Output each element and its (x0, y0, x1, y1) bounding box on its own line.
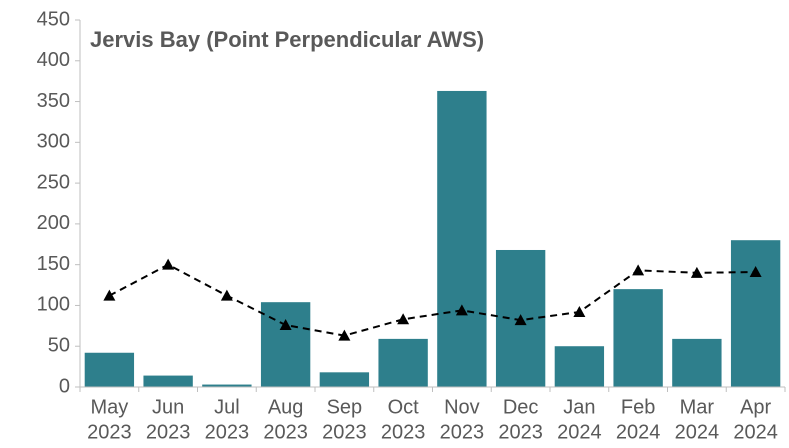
x-tick-label: 2023 (87, 421, 132, 443)
y-tick-label: 450 (37, 8, 70, 30)
x-tick-label: 2023 (381, 421, 426, 443)
y-tick-label: 50 (48, 335, 70, 357)
bar (143, 375, 193, 387)
x-tick-label: 2023 (322, 421, 367, 443)
y-tick-label: 200 (37, 212, 70, 234)
x-tick-label: 2024 (557, 421, 602, 443)
bar (84, 352, 135, 387)
x-tick-label: 2023 (263, 421, 308, 443)
marker (455, 304, 468, 316)
x-tick-label: Jan (563, 396, 595, 418)
x-tick-label: Oct (388, 396, 420, 418)
marker (220, 289, 233, 301)
x-tick-label: 2024 (616, 421, 661, 443)
bar (554, 346, 605, 387)
x-tick-label: 2024 (675, 421, 720, 443)
marker (514, 314, 527, 326)
x-tick-label: May (90, 396, 128, 418)
line (108, 263, 756, 337)
marker (279, 319, 292, 331)
x-tick-label: 2023 (498, 421, 543, 443)
marker (103, 289, 116, 301)
y-tick-label: 350 (37, 90, 70, 112)
bar (260, 302, 311, 387)
marker (632, 264, 645, 276)
x-tick-label: Dec (503, 396, 539, 418)
x-tick-label: 2024 (733, 421, 778, 443)
y-tick-label: 100 (37, 294, 70, 316)
marker (162, 258, 175, 270)
x-tick-label: 2023 (146, 421, 191, 443)
bar (730, 240, 781, 387)
x-tick-label: Feb (621, 396, 655, 418)
marker (749, 266, 762, 278)
marker (690, 266, 703, 278)
bar (378, 338, 428, 387)
bar (437, 90, 487, 387)
x-tick-label: 2023 (205, 421, 250, 443)
x-tick-label: Sep (327, 396, 363, 418)
x-tick-label: 2023 (440, 421, 485, 443)
y-tick-label: 150 (37, 253, 70, 275)
marker (573, 305, 586, 317)
chart-title: Jervis Bay (Point Perpendicular AWS) (90, 27, 484, 52)
y-tick-label: 0 (59, 375, 70, 397)
x-tick-label: Apr (740, 396, 771, 418)
y-tick-label: 400 (37, 49, 70, 71)
bar (202, 384, 252, 387)
x-tick-label: Jun (152, 396, 184, 418)
bar (672, 338, 722, 387)
x-tick-label: Nov (444, 396, 480, 418)
x-tick-label: Aug (268, 396, 304, 418)
x-tick-label: Jul (214, 396, 240, 418)
bar (319, 372, 370, 387)
bar (613, 289, 663, 387)
x-tick-label: Mar (680, 396, 715, 418)
y-tick-label: 250 (37, 171, 70, 193)
marker (338, 329, 351, 341)
y-tick-label: 300 (37, 131, 70, 153)
marker (397, 313, 410, 325)
